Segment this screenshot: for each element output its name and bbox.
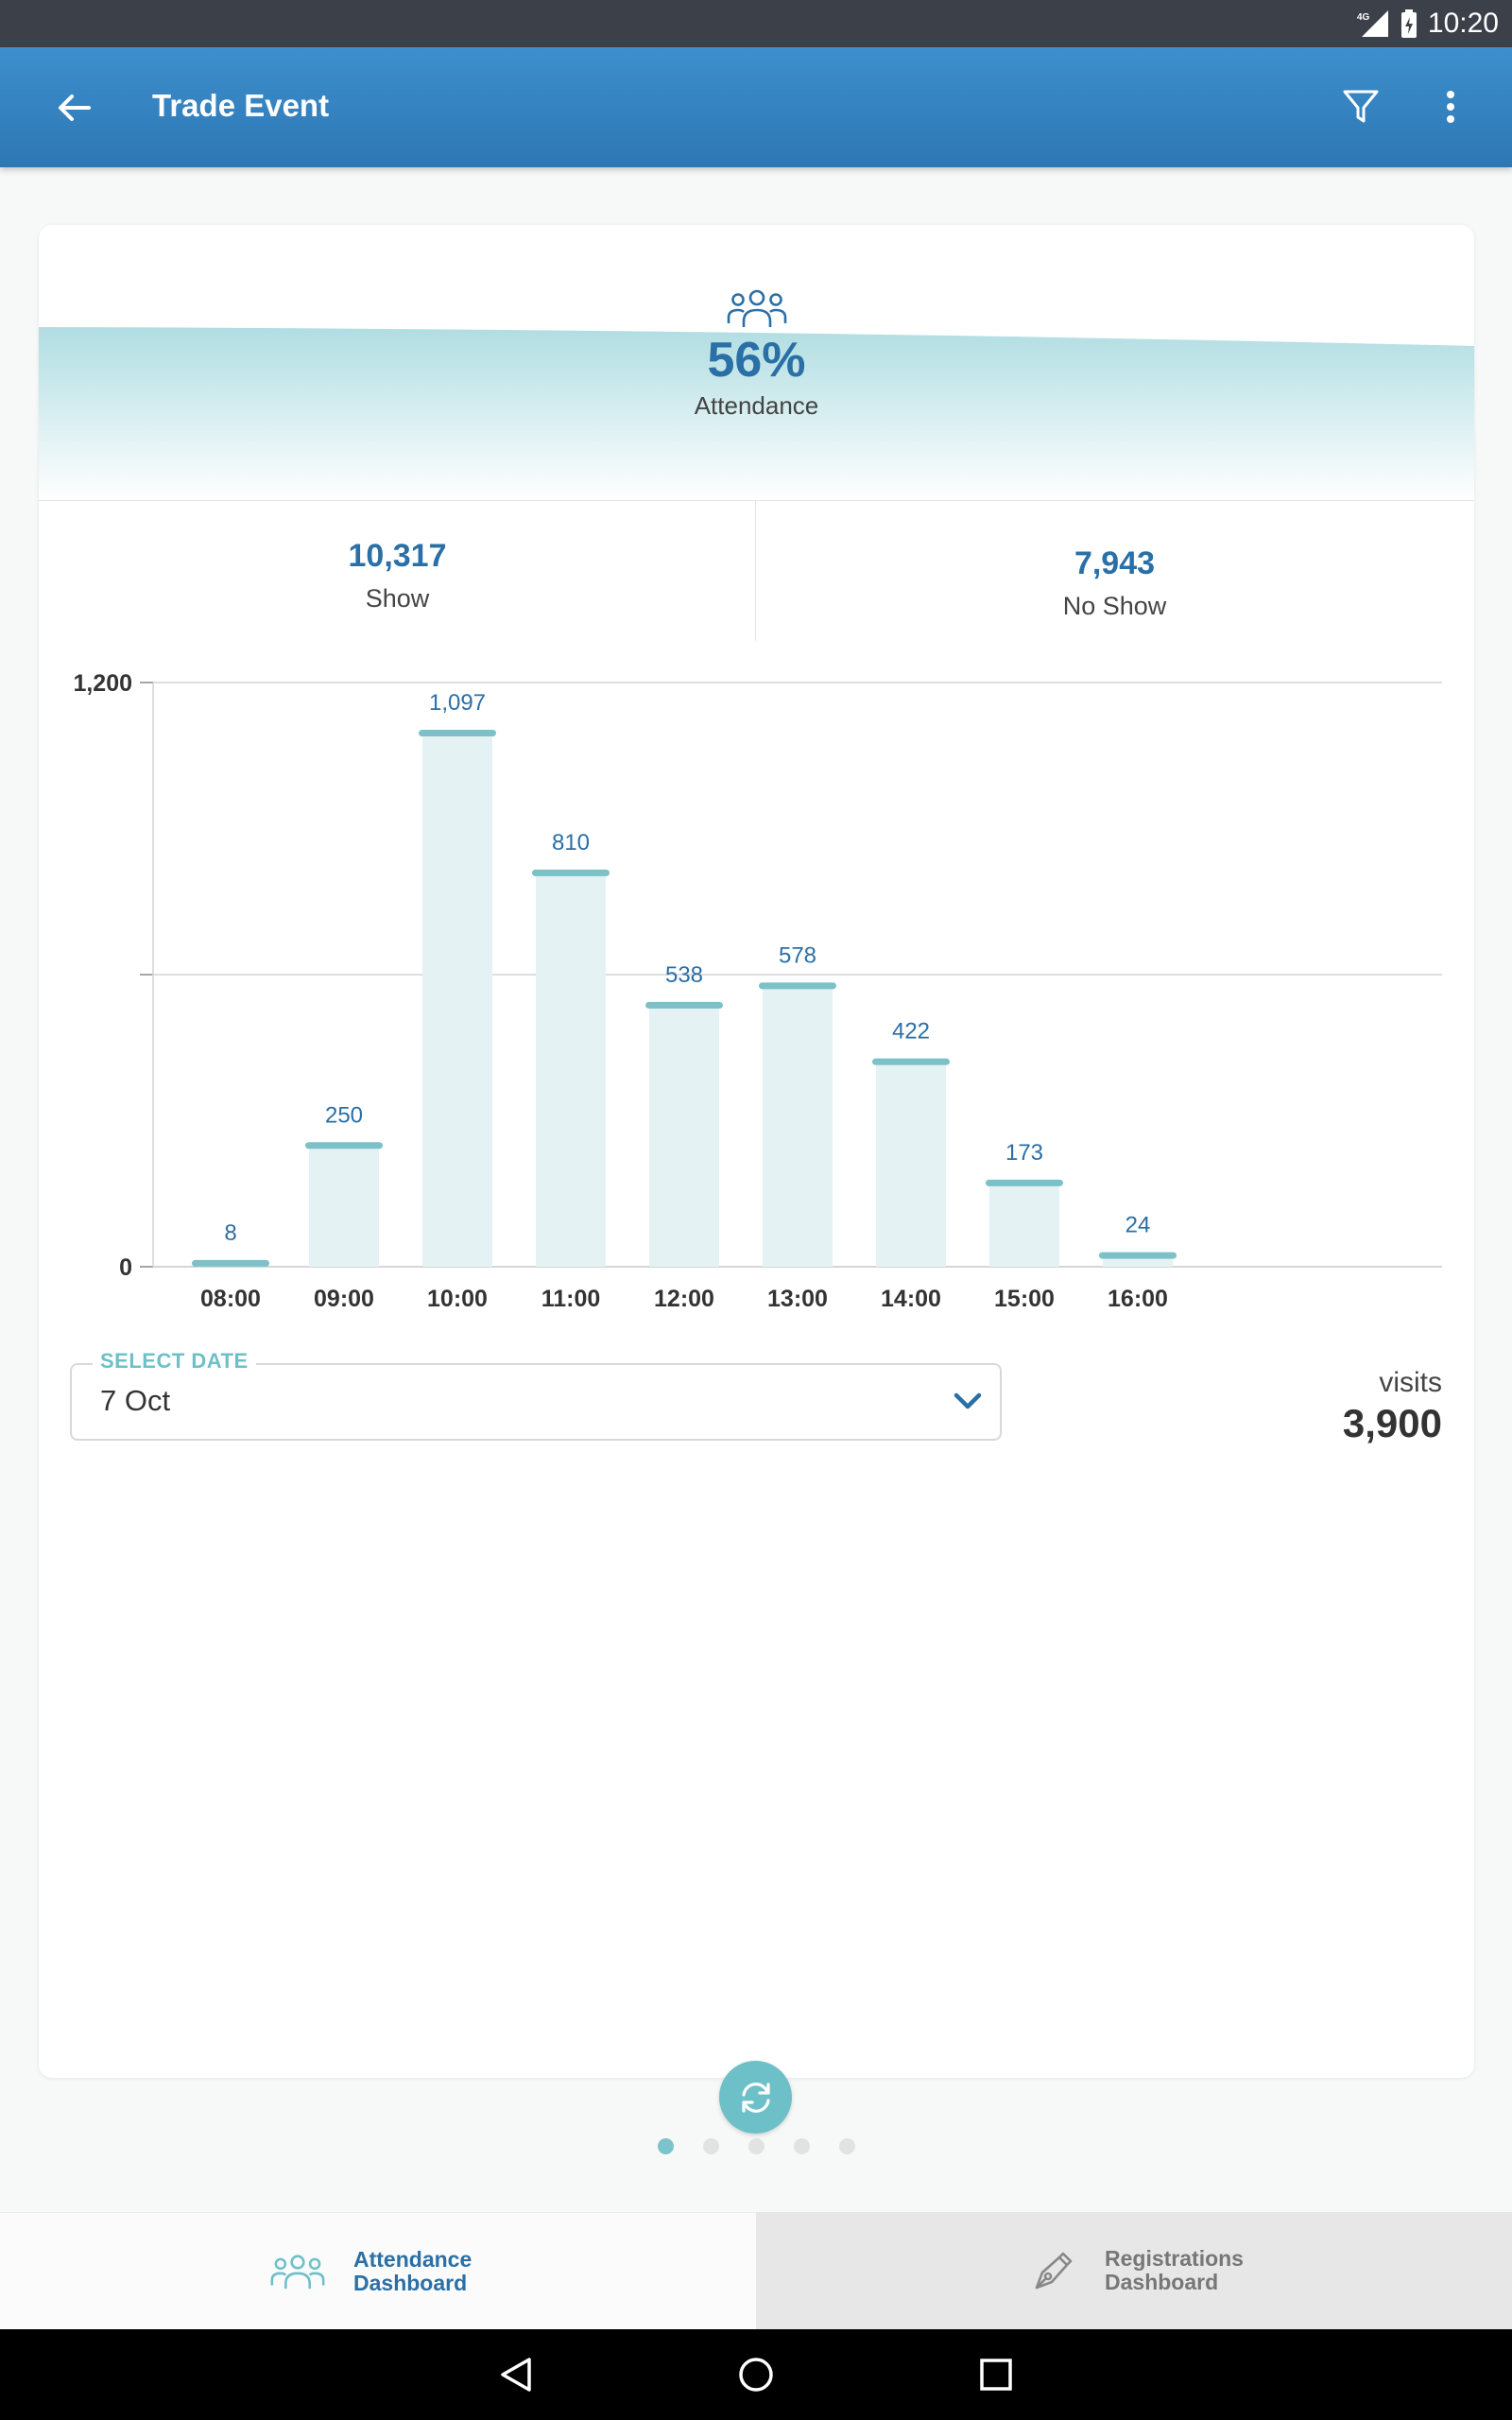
x-tick-label: 16:00 [1108,1286,1168,1312]
bar [536,872,606,1267]
refresh-icon [741,2082,770,2113]
bar [649,1004,719,1267]
date-select-label: SELECT DATE [93,1349,256,1374]
pen-icon [1035,2252,1073,2290]
y-tick-label: 0 [119,1254,132,1281]
date-select[interactable]: 7 Oct [70,1363,1002,1441]
page-dot[interactable] [702,2138,719,2154]
bar-cap [759,982,836,990]
x-tick-label: 10:00 [427,1286,488,1312]
attendance-label: Attendance [694,391,819,420]
tab-label: Attendance Dashboard [353,2247,472,2295]
back-button[interactable] [38,78,110,138]
data-label: 24 [1125,1213,1151,1238]
data-label: 173 [1005,1140,1043,1166]
bar-cap [419,730,496,737]
people-icon [727,289,787,327]
bar [876,1061,946,1267]
nav-recents-icon [980,2359,1012,2391]
date-select-value: 7 Oct [100,1384,171,1417]
x-tick-label: 09:00 [314,1286,374,1312]
attendance-percent: 56% [707,333,806,388]
y-tick-label: 1,200 [73,670,132,697]
attendance-wave [39,327,1474,501]
visits-value: 3,900 [1342,1401,1442,1445]
divider [755,501,756,641]
data-label: 8 [224,1220,236,1246]
filter-button[interactable] [1331,76,1391,138]
refresh-button[interactable] [719,2061,792,2134]
page-dot[interactable] [838,2138,855,2154]
data-label: 810 [552,830,590,856]
data-label: 422 [892,1019,930,1045]
data-label: 538 [665,962,703,988]
show-stat: 10,317 Show [39,535,756,617]
nav-back-button[interactable] [488,2346,544,2403]
chevron-down-icon [954,1392,982,1409]
more-vert-icon [1447,91,1454,123]
x-tick-label: 15:00 [994,1286,1055,1312]
bar [763,985,833,1267]
bar-cap [1099,1252,1177,1259]
data-label: 578 [779,942,816,968]
data-label: 250 [325,1102,363,1128]
bar [989,1182,1059,1267]
no-show-label: No Show [1062,592,1167,620]
nav-home-icon [739,2358,773,2392]
show-value: 10,317 [348,538,447,574]
page-dot[interactable] [747,2138,765,2154]
people-icon [270,2255,325,2290]
nav-recents-button[interactable] [968,2346,1024,2403]
bar-cap [872,1058,950,1065]
show-label: Show [365,584,430,613]
signal-icon: 4G [1357,10,1388,37]
attendance-card: 56% Attendance 10,317 Show 7,943 No Show [39,225,1474,2078]
data-label: 1,097 [429,690,486,716]
bar-cap [192,1259,269,1267]
bar [309,1145,379,1267]
bar-cap [645,1001,723,1009]
page-dot[interactable] [657,2138,674,2154]
x-tick-label: 13:00 [767,1286,828,1312]
battery-icon [1400,9,1417,38]
x-tick-label: 11:00 [541,1286,601,1312]
status-bar: 4G 10:20 [0,0,1512,47]
hourly-attendance-chart: 0 1,200 8 08:00 250 09:00 1,097 10:00 810 11:00 53… [73,670,1442,1312]
page-title: Trade Event [152,88,330,123]
bar-cap [986,1179,1063,1186]
tab-label: Registrations Dashboard [1105,2246,1244,2294]
visits-label: visits [1379,1367,1442,1398]
no-show-stat: 7,943 No Show [756,543,1473,625]
tab-registrations-dashboard[interactable]: Registrations Dashboard [756,2212,1512,2329]
x-tick-label: 08:00 [200,1286,261,1312]
tab-attendance-dashboard[interactable]: Attendance Dashboard [0,2212,756,2330]
system-nav-bar [0,2329,1512,2420]
nav-home-button[interactable] [728,2346,784,2403]
bar [422,733,492,1267]
back-arrow-icon [59,95,91,121]
filter-icon [1343,90,1379,123]
svg-text:4G: 4G [1357,12,1370,23]
status-time: 10:20 [1427,8,1499,39]
bar-cap [532,869,610,876]
x-tick-label: 12:00 [654,1286,714,1312]
page-dot[interactable] [793,2138,810,2154]
nav-back-icon [501,2358,531,2392]
page-indicator [0,2138,1512,2154]
no-show-value: 7,943 [1074,545,1156,581]
app-bar: Trade Event [0,47,1512,167]
x-tick-label: 14:00 [881,1286,941,1312]
divider [39,500,1474,501]
bottom-tab-bar: Attendance Dashboard Registrations Dashboa… [0,2212,1512,2330]
bar-cap [305,1142,383,1150]
more-options-button[interactable] [1422,76,1479,138]
